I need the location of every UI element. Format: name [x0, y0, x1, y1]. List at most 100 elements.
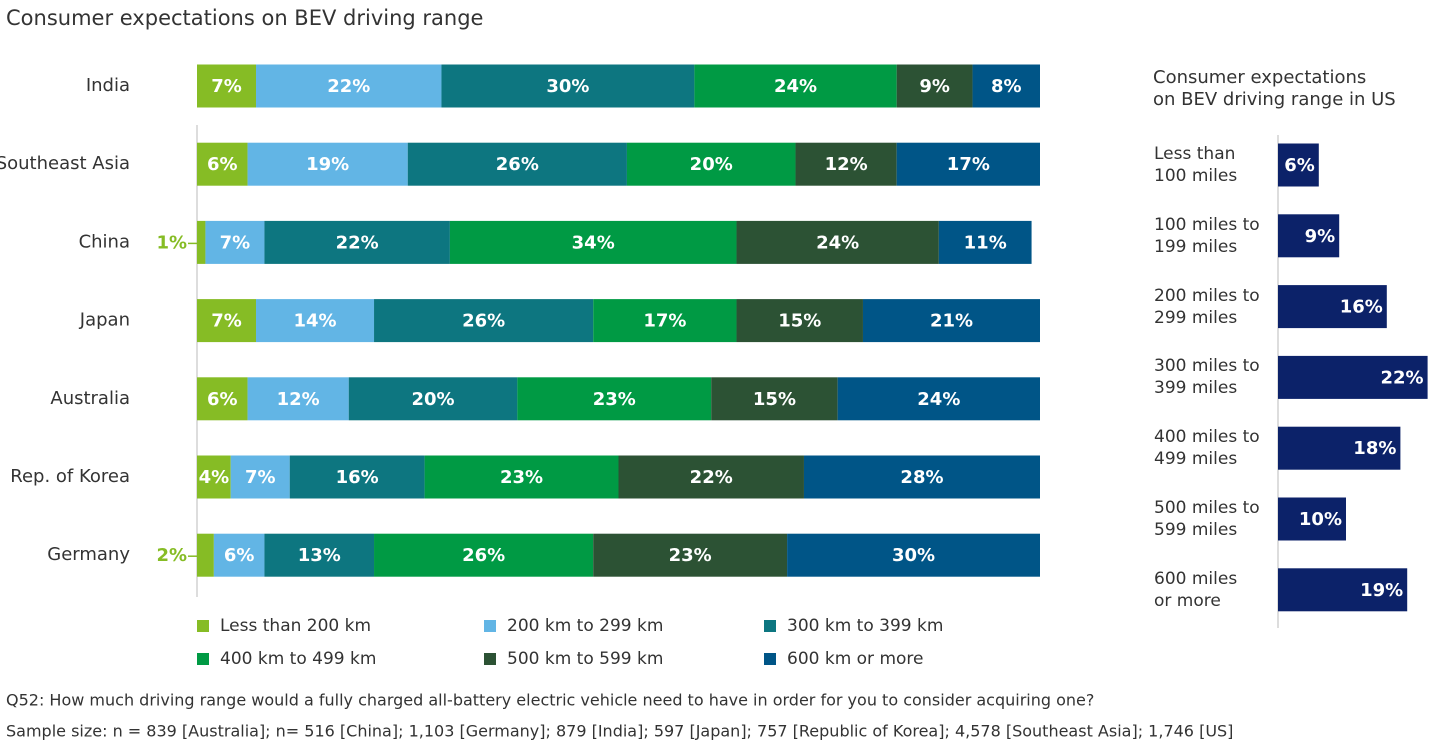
value-label: 7%: [245, 467, 276, 488]
bar-segment: [803, 455, 1040, 499]
bar-segment: [736, 220, 939, 264]
bar-segment: [374, 299, 594, 343]
value-label: 4%: [199, 467, 230, 488]
bar-segment: [694, 64, 897, 108]
bar: [1278, 426, 1401, 470]
bar-segment: [736, 299, 863, 343]
bar-segment: [289, 455, 425, 499]
legend-swatch: [764, 620, 776, 632]
category-label: 400 miles to 499 miles: [1154, 427, 1260, 470]
value-label: 23%: [593, 389, 636, 410]
bar: [1278, 497, 1346, 541]
value-label: 24%: [917, 389, 960, 410]
bar-segment: [256, 64, 442, 108]
value-label: 18%: [1353, 438, 1396, 459]
bar-segment: [197, 142, 248, 186]
legend-label: 200 km to 299 km: [507, 616, 663, 636]
legend-label: 400 km to 499 km: [220, 649, 376, 669]
value-label: 20%: [690, 154, 733, 175]
value-label: 16%: [336, 467, 379, 488]
bar-segment: [517, 377, 712, 421]
legend-label: 500 km to 599 km: [507, 649, 663, 669]
value-label: 11%: [964, 232, 1007, 253]
bar-segment: [424, 455, 619, 499]
bar-segment: [862, 299, 1040, 343]
value-label: 19%: [1360, 580, 1403, 601]
value-label: 7%: [220, 232, 251, 253]
bar-segment: [348, 377, 518, 421]
value-label: 1%: [156, 232, 187, 253]
bar-segment: [230, 455, 290, 499]
bar-segment: [896, 142, 1040, 186]
value-label: 9%: [919, 76, 950, 97]
bar-segment: [449, 220, 737, 264]
value-label: 22%: [336, 232, 379, 253]
value-label: 24%: [816, 232, 859, 253]
category-label: 200 miles to 299 miles: [1154, 285, 1260, 328]
bar: [1278, 214, 1340, 258]
value-label: 9%: [1305, 226, 1336, 247]
bar-segment: [972, 64, 1040, 108]
bar-segment: [264, 533, 375, 577]
category-label: 100 miles to 199 miles: [1154, 214, 1260, 257]
value-label: 6%: [207, 389, 238, 410]
category-label: Australia: [50, 388, 130, 409]
bar-segment: [197, 220, 206, 264]
bar-segment: [197, 533, 214, 577]
bar-segment: [247, 377, 349, 421]
bar-segment: [626, 142, 796, 186]
bar-segment: [205, 220, 265, 264]
value-label: 19%: [306, 154, 349, 175]
legend-swatch: [197, 620, 209, 632]
bar-segment: [264, 220, 450, 264]
value-label: 6%: [224, 545, 255, 566]
bar-segment: [197, 377, 248, 421]
bar-segment: [795, 142, 897, 186]
bar-segment: [197, 455, 231, 499]
legend-swatch: [484, 620, 496, 632]
bar: [1278, 568, 1408, 612]
value-label: 6%: [207, 154, 238, 175]
category-label: China: [79, 231, 130, 252]
value-label: 7%: [211, 311, 242, 332]
legend-swatch: [197, 653, 209, 665]
category-label: 500 miles to 599 miles: [1154, 498, 1260, 540]
category-label: Germany: [47, 544, 130, 565]
value-label: 12%: [277, 389, 320, 410]
us-chart-title: Consumer expectations on BEV driving ran…: [1153, 67, 1396, 110]
value-label: 28%: [900, 467, 943, 488]
value-label: 6%: [1284, 155, 1315, 176]
value-label: 2%: [156, 545, 187, 566]
value-label: 30%: [892, 545, 935, 566]
value-label: 22%: [1381, 367, 1424, 388]
value-label: 14%: [293, 311, 336, 332]
category-label: Rep. of Korea: [10, 466, 130, 487]
bar: [1278, 285, 1387, 329]
bar-segment: [247, 142, 408, 186]
bar: [1278, 355, 1428, 399]
bar-segment: [711, 377, 838, 421]
footnote: Sample size: n = 839 [Australia]; n= 516…: [6, 722, 1233, 741]
value-label: 26%: [462, 545, 505, 566]
value-label: 17%: [643, 311, 686, 332]
bar-segment: [896, 64, 973, 108]
value-label: 26%: [496, 154, 539, 175]
value-label: 15%: [753, 389, 796, 410]
value-label: 20%: [411, 389, 454, 410]
bar-segment: [197, 64, 257, 108]
value-label: 13%: [298, 545, 341, 566]
value-label: 26%: [462, 311, 505, 332]
value-label: 22%: [327, 76, 370, 97]
value-label: 12%: [825, 154, 868, 175]
value-label: 30%: [546, 76, 589, 97]
bar-segment: [441, 64, 695, 108]
chart-title: Consumer expectations on BEV driving ran…: [6, 6, 483, 30]
value-label: 34%: [572, 232, 615, 253]
value-label: 16%: [1340, 297, 1383, 318]
bar-segment: [407, 142, 627, 186]
bar-segment: [374, 533, 594, 577]
legend-swatch: [764, 653, 776, 665]
category-label: Less than 100 miles: [1154, 144, 1238, 186]
bar-segment: [618, 455, 804, 499]
